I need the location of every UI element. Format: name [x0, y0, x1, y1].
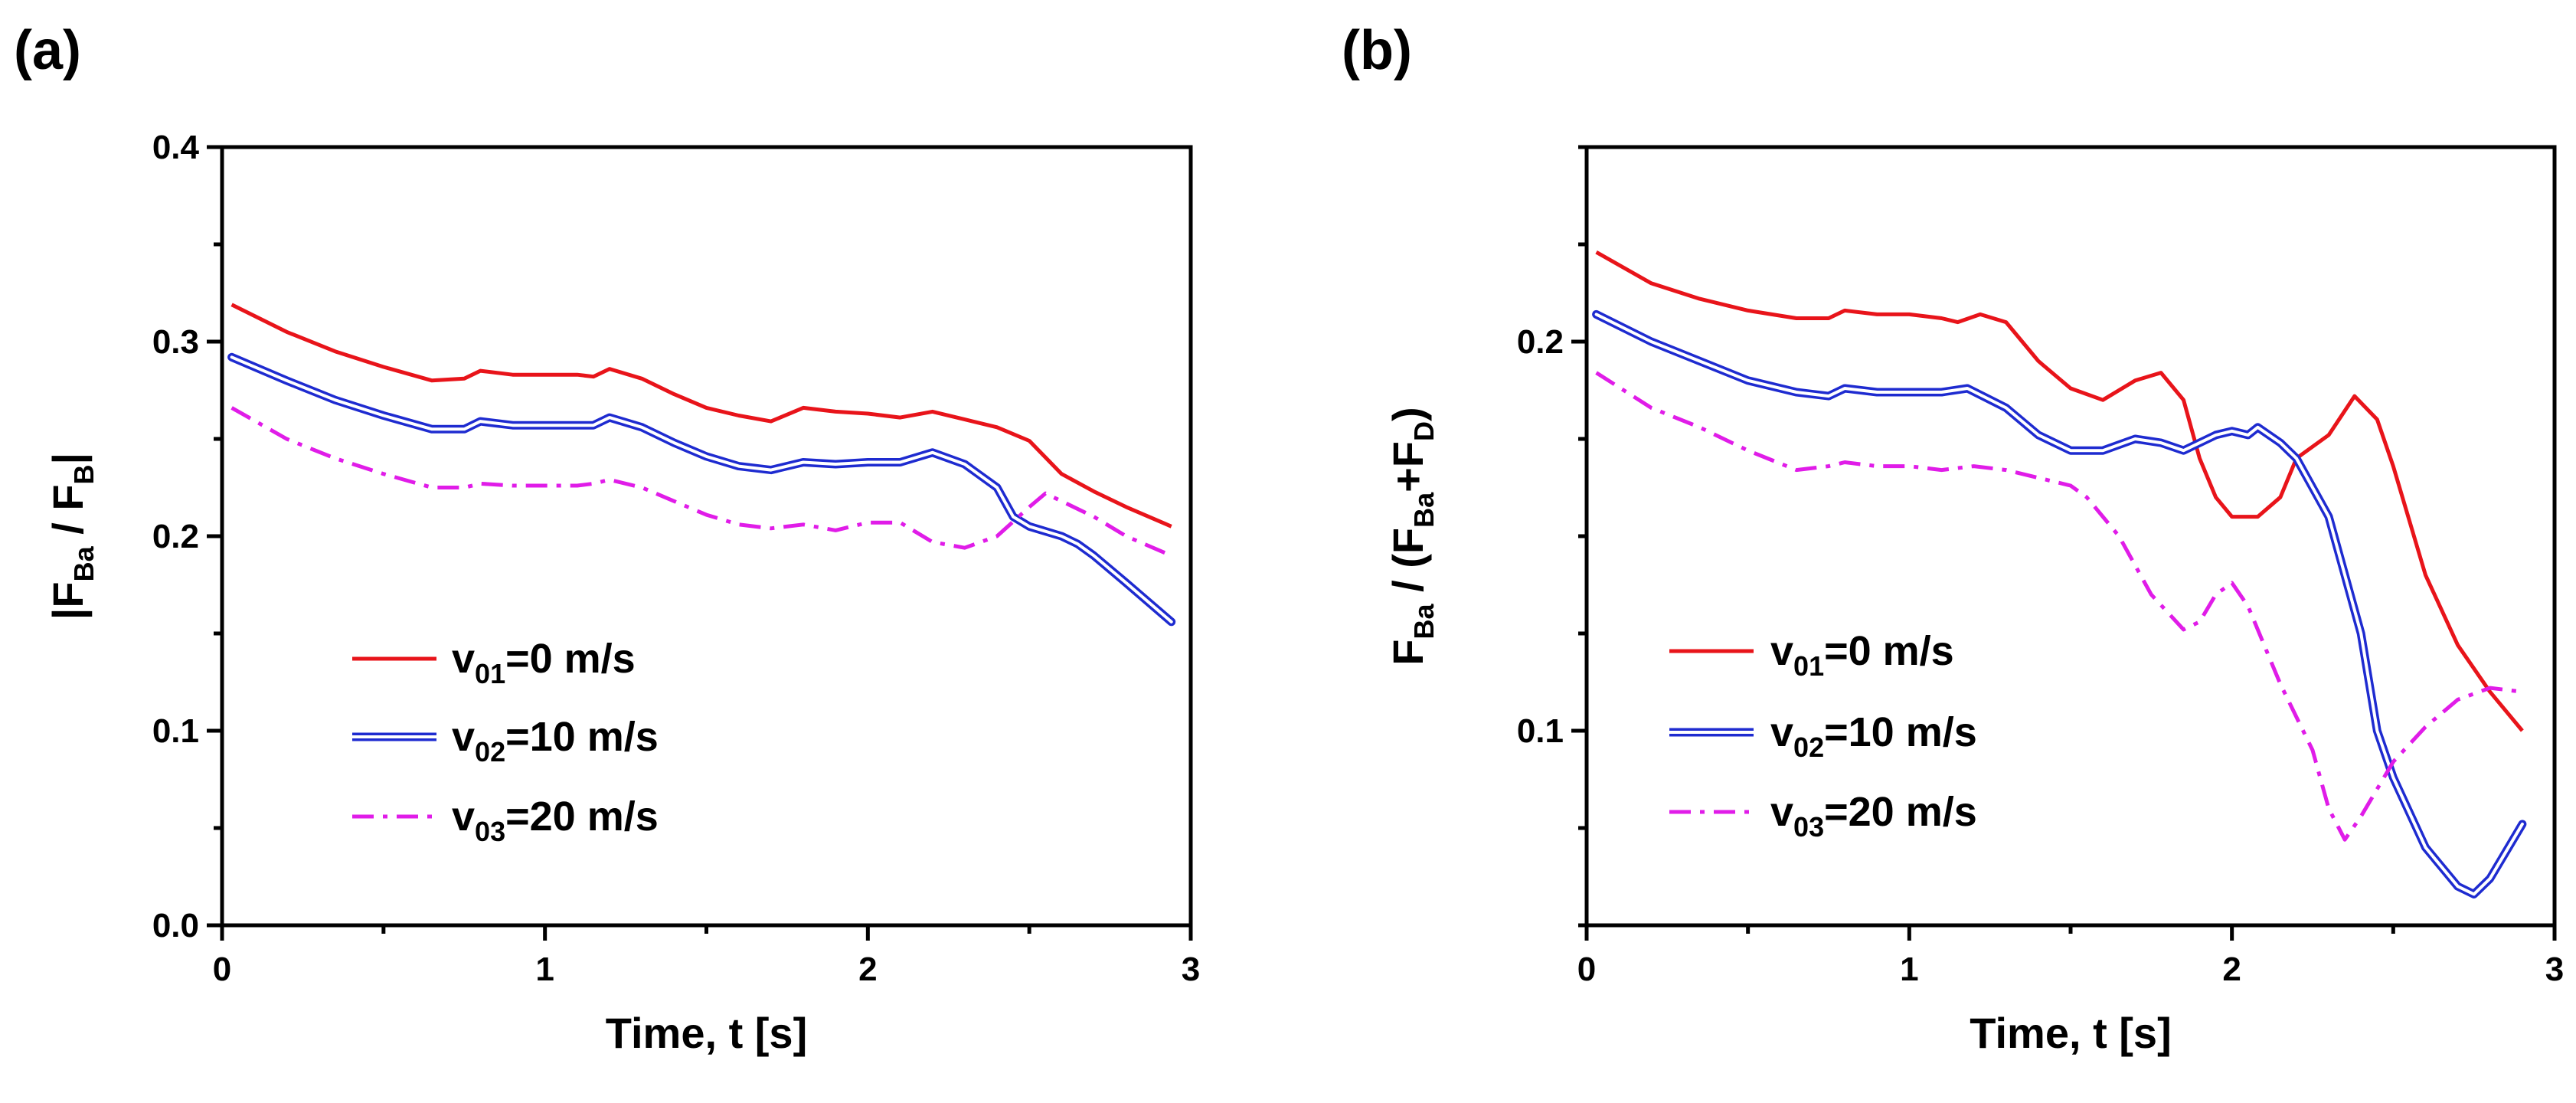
y-tick-label: 0.2: [152, 518, 199, 555]
y-tick-label: 0.1: [1517, 712, 1564, 750]
series-line-02: [227, 352, 1176, 627]
y-tick-label: 0.0: [152, 907, 199, 944]
x-tick-label: 0: [213, 951, 231, 988]
x-tick-label: 3: [1182, 951, 1200, 988]
legend-label-part: v: [1770, 628, 1793, 674]
x-tick-label: 2: [858, 951, 877, 988]
legend-label-part: =10 m/s: [1824, 709, 1977, 755]
y-axis-title-part: ): [1384, 407, 1432, 421]
y-axis-title-sub: Ba: [1408, 603, 1440, 639]
series-line-01: [230, 303, 1172, 529]
legend-label-part: v: [452, 636, 475, 682]
legend-label-sub: 02: [475, 736, 505, 768]
y-tick-label: 0.3: [152, 323, 199, 361]
y-axis-title-part: |F: [44, 581, 93, 620]
x-tick-label: 0: [1577, 951, 1596, 988]
y-axis-title-part: / F: [44, 484, 92, 546]
legend-label-part: =0 m/s: [1824, 628, 1954, 674]
legend-label-part: v: [1770, 789, 1793, 835]
x-tick-label: 1: [535, 951, 554, 988]
legend-label-part: =10 m/s: [505, 714, 659, 760]
x-axis-title: Time, t [s]: [606, 1009, 807, 1057]
x-axis-title: Time, t [s]: [1970, 1009, 2171, 1057]
y-axis-title-part: +F: [1384, 441, 1432, 493]
y-tick-label: 0.1: [152, 712, 199, 750]
legend-label: v02=10 m/s: [1770, 709, 1977, 763]
y-axis-title-part: F: [1384, 639, 1432, 665]
y-axis-title-sub: Ba: [1408, 492, 1440, 528]
legend-label: v01=0 m/s: [452, 636, 636, 689]
legend-label-part: v: [1770, 709, 1793, 755]
y-axis-title-sub: B: [68, 464, 100, 484]
legend-label-sub: 01: [475, 658, 505, 689]
legend-label-part: v: [452, 794, 475, 840]
x-tick-label: 3: [2545, 951, 2564, 988]
legend-label-sub: 02: [1793, 732, 1824, 763]
series-line-02: [1592, 309, 2527, 898]
legend-label-sub: 03: [1793, 811, 1824, 843]
legend-label: v03=20 m/s: [1770, 789, 1977, 843]
y-axis-title-part: / (F: [1384, 528, 1432, 604]
panel-label: (a): [14, 20, 81, 81]
y-axis-title-sub: D: [1408, 421, 1440, 441]
legend-label-sub: 03: [475, 816, 505, 847]
legend-label: v03=20 m/s: [452, 794, 659, 847]
x-tick-label: 2: [2222, 951, 2241, 988]
legend-label-part: =20 m/s: [505, 794, 659, 840]
legend-label-part: =0 m/s: [505, 636, 636, 682]
y-tick-label: 0.4: [152, 129, 200, 166]
series-line-03: [230, 406, 1172, 558]
y-tick-label: 0.2: [1517, 323, 1564, 361]
y-axis-title: FBa / (FBa+FD): [1384, 407, 1440, 665]
y-axis-title-sub: Ba: [68, 545, 100, 581]
legend-label: v02=10 m/s: [452, 714, 659, 768]
series-group: [227, 303, 1176, 627]
legend-label-part: =20 m/s: [1824, 789, 1977, 835]
panel-label: (b): [1342, 20, 1412, 81]
y-axis-title-part: |: [44, 453, 93, 465]
legend-label-part: v: [452, 714, 475, 760]
series-line-inner-02: [1594, 313, 2524, 896]
series-group: [1592, 250, 2527, 898]
series-line-inner-02: [230, 355, 1173, 624]
y-axis-title: |FBa / FB|: [44, 453, 100, 620]
legend-label: v01=0 m/s: [1770, 628, 1954, 682]
x-tick-label: 1: [1900, 951, 1918, 988]
series-line-01: [1595, 250, 2524, 732]
legend-label-sub: 01: [1793, 650, 1824, 682]
plot-frame: [220, 145, 1193, 928]
